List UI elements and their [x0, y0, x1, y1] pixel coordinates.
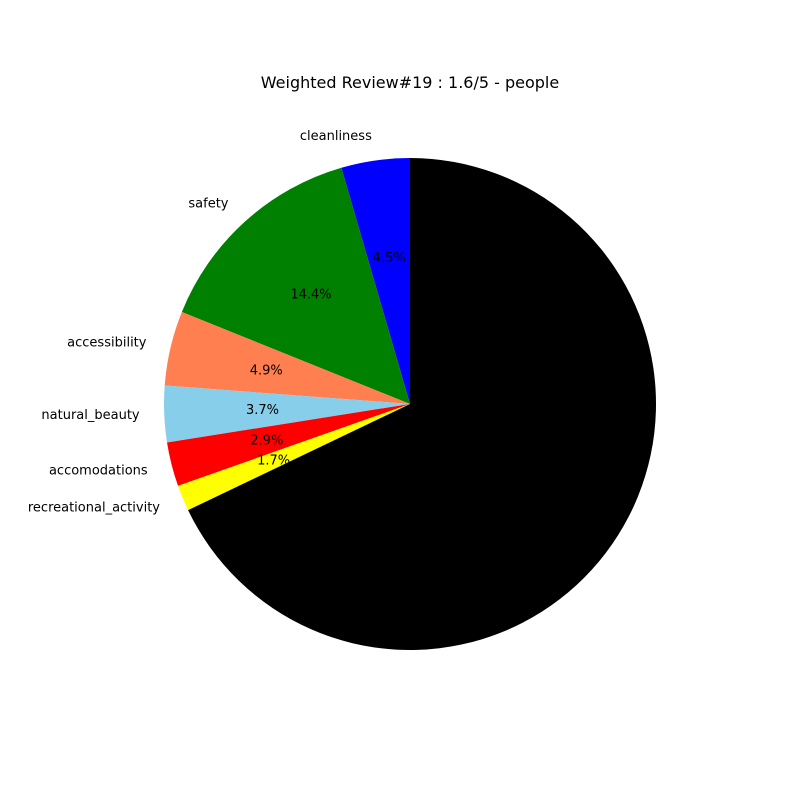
slice-label-cleanliness: cleanliness: [300, 129, 372, 144]
pie-labels: cleanliness 4.5% safety 14.4% accessibility 4…: [28, 129, 406, 515]
slice-pct-label-natural_beauty: 3.7%: [246, 403, 279, 418]
slice-pct-label-cleanliness: 4.5%: [373, 251, 406, 266]
pie-slice-safety: [181, 167, 410, 404]
slice-label-recreational_activity: recreational_activity: [28, 501, 160, 516]
pie-slice-cleanliness: [341, 158, 410, 404]
pie-slice-accessibility: [164, 312, 410, 404]
slice-label-accomodations: accomodations: [49, 463, 148, 478]
pie-slice-accomodations: [167, 404, 410, 486]
slice-label-safety: safety: [188, 196, 228, 211]
slice-pct-label-recreational_activity: 1.7%: [257, 453, 290, 468]
pie-slices: [164, 157, 657, 650]
slice-pct-label-accessibility: 4.9%: [250, 363, 283, 378]
pie-slice-natural_beauty: [164, 385, 410, 443]
pie-slice-recreational_activity: [178, 404, 410, 511]
slice-pct-label-accomodations: 2.9%: [250, 433, 283, 448]
slice-label-accessibility: accessibility: [67, 335, 147, 350]
pie-slice-other: [188, 157, 657, 650]
chart-title: Weighted Review#19 : 1.6/5 - people: [261, 73, 559, 92]
slice-pct-label-safety: 14.4%: [290, 288, 331, 303]
slice-label-natural_beauty: natural_beauty: [41, 408, 140, 423]
